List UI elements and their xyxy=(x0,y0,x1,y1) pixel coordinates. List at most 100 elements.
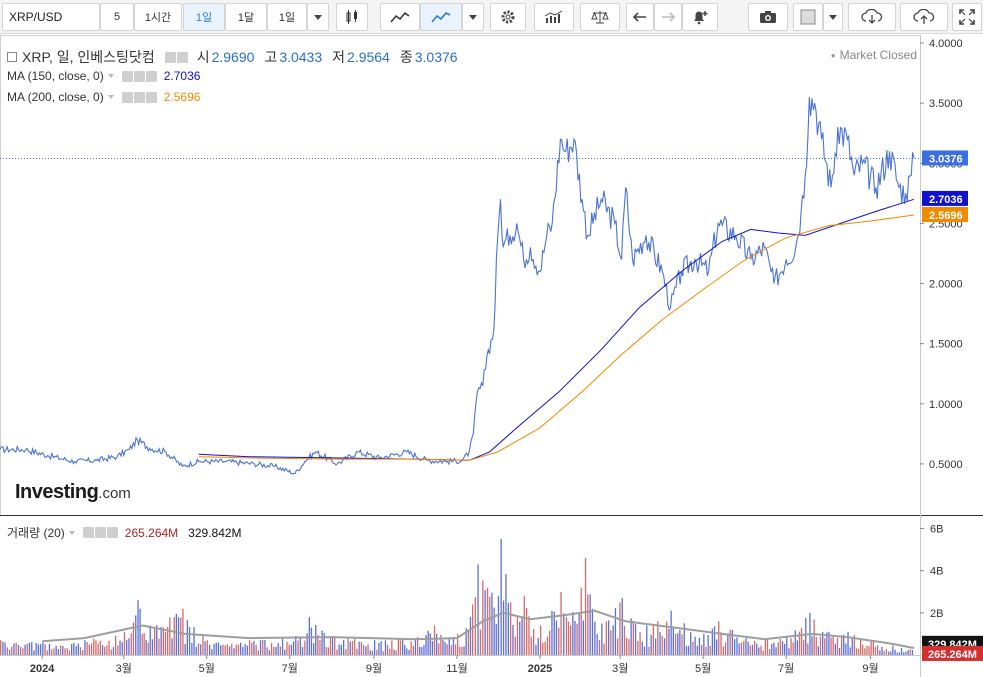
collapse-square-icon[interactable] xyxy=(7,52,17,62)
volume-bar xyxy=(868,646,870,655)
volume-value: 265.264M xyxy=(124,525,179,540)
compare-button[interactable] xyxy=(580,3,620,31)
indicators-button[interactable] xyxy=(534,3,574,31)
symbol-input[interactable]: XRP/USD xyxy=(2,3,100,31)
chevron-down-icon[interactable] xyxy=(68,530,75,535)
interval-button-1day[interactable]: 1일 xyxy=(183,3,225,31)
volume-bar xyxy=(703,633,705,655)
volume-bar xyxy=(892,645,894,655)
volume-bar xyxy=(438,643,440,655)
chevron-down-icon[interactable] xyxy=(107,74,114,78)
ma200-line xyxy=(198,214,915,461)
volume-bar xyxy=(412,645,414,655)
volume-bar xyxy=(62,645,64,655)
range-dropdown-button[interactable] xyxy=(307,3,329,31)
line-chart-button[interactable] xyxy=(420,3,462,31)
eye-icon[interactable] xyxy=(164,51,176,63)
screenshot-button[interactable] xyxy=(748,3,788,31)
volume-bar xyxy=(639,632,641,655)
volume-bar xyxy=(452,637,455,655)
series-title: XRP, 일, 인베스팅닷컴 xyxy=(22,49,155,65)
volume-bar xyxy=(655,638,657,655)
chart-color-dropdown-button[interactable] xyxy=(823,3,843,31)
volume-bar xyxy=(402,640,404,655)
volume-bar xyxy=(537,637,539,655)
fullscreen-icon xyxy=(959,9,975,25)
volume-bar xyxy=(576,623,578,655)
volume-bar xyxy=(259,640,262,655)
undo-button[interactable] xyxy=(626,3,654,31)
volume-bar xyxy=(720,632,722,655)
volume-bar xyxy=(399,640,402,655)
eye-icon[interactable] xyxy=(82,527,94,538)
volume-bar xyxy=(126,640,128,655)
volume-tag: 265.264M xyxy=(928,649,977,661)
volume-bar xyxy=(431,641,434,655)
gear-icon[interactable] xyxy=(176,51,188,63)
volume-bar xyxy=(628,639,630,655)
area-chart-button[interactable] xyxy=(380,3,420,31)
volume-bar xyxy=(692,642,694,655)
candlestick-button[interactable] xyxy=(336,3,368,31)
volume-bar xyxy=(670,610,672,655)
volume-bar xyxy=(890,651,892,655)
volume-bar xyxy=(395,650,397,655)
range-button[interactable]: 1일 xyxy=(267,3,307,31)
close-icon[interactable] xyxy=(106,527,118,538)
volume-bar xyxy=(549,631,551,655)
volume-bar xyxy=(560,591,562,655)
volume-bar xyxy=(565,617,568,655)
volume-bar xyxy=(204,641,206,655)
redo-button[interactable] xyxy=(654,3,682,31)
eye-icon[interactable] xyxy=(121,70,133,82)
volume-bar xyxy=(299,638,301,655)
chart-canvas[interactable]: 4.00003.50003.00002.50002.00001.50001.00… xyxy=(0,35,983,677)
volume-bar xyxy=(345,649,347,655)
save-chart-button[interactable] xyxy=(900,3,948,31)
close-icon[interactable] xyxy=(145,91,157,103)
volume-bar xyxy=(268,650,270,655)
load-chart-button[interactable] xyxy=(848,3,896,31)
volume-bar xyxy=(444,642,446,655)
alert-button[interactable] xyxy=(682,3,718,31)
volume-bar xyxy=(147,642,149,655)
interval-button-5min[interactable]: 5 xyxy=(100,3,134,31)
interval-button-1month[interactable]: 1달 xyxy=(225,3,267,31)
volume-bar xyxy=(461,646,463,655)
volume-bar xyxy=(376,649,378,655)
volume-bar xyxy=(463,646,465,655)
ma150-controls xyxy=(121,70,158,82)
toolbar: XRP/USD 5 1시간 1일 1달 1일 xyxy=(0,0,983,34)
volume-bar xyxy=(24,644,26,655)
eye-icon[interactable] xyxy=(121,91,133,103)
volume-bar xyxy=(705,647,707,655)
chevron-down-icon[interactable] xyxy=(107,95,114,99)
chart-type-dropdown-button[interactable] xyxy=(462,3,484,31)
volume-bar xyxy=(516,616,519,655)
volume-bar xyxy=(279,646,281,655)
volume-bar xyxy=(596,634,598,655)
chart-color-button[interactable] xyxy=(793,3,823,31)
time-tick-label: 2025 xyxy=(528,663,552,675)
gear-icon[interactable] xyxy=(94,527,106,538)
camera-icon xyxy=(760,11,776,23)
gear-icon[interactable] xyxy=(133,70,145,82)
interval-button-1hour[interactable]: 1시간 xyxy=(134,3,182,31)
gear-icon[interactable] xyxy=(133,91,145,103)
volume-bar xyxy=(510,602,512,655)
volume-bar xyxy=(788,648,790,655)
settings-button[interactable] xyxy=(490,3,526,31)
volume-bar xyxy=(380,641,382,655)
volume-tick-label: 4B xyxy=(930,566,943,578)
close-icon[interactable] xyxy=(145,70,157,82)
ma200-controls xyxy=(121,91,158,103)
volume-bar xyxy=(284,649,286,655)
fullscreen-button[interactable] xyxy=(952,3,982,31)
chart-container[interactable]: 4.00003.50003.00002.50002.00001.50001.00… xyxy=(0,35,983,677)
volume-bar xyxy=(672,628,674,655)
volume-bar xyxy=(173,617,175,655)
volume-bar xyxy=(117,645,119,655)
time-tick-label: 7월 xyxy=(778,662,794,675)
volume-bar xyxy=(297,640,299,655)
chevron-down-icon xyxy=(314,14,322,20)
